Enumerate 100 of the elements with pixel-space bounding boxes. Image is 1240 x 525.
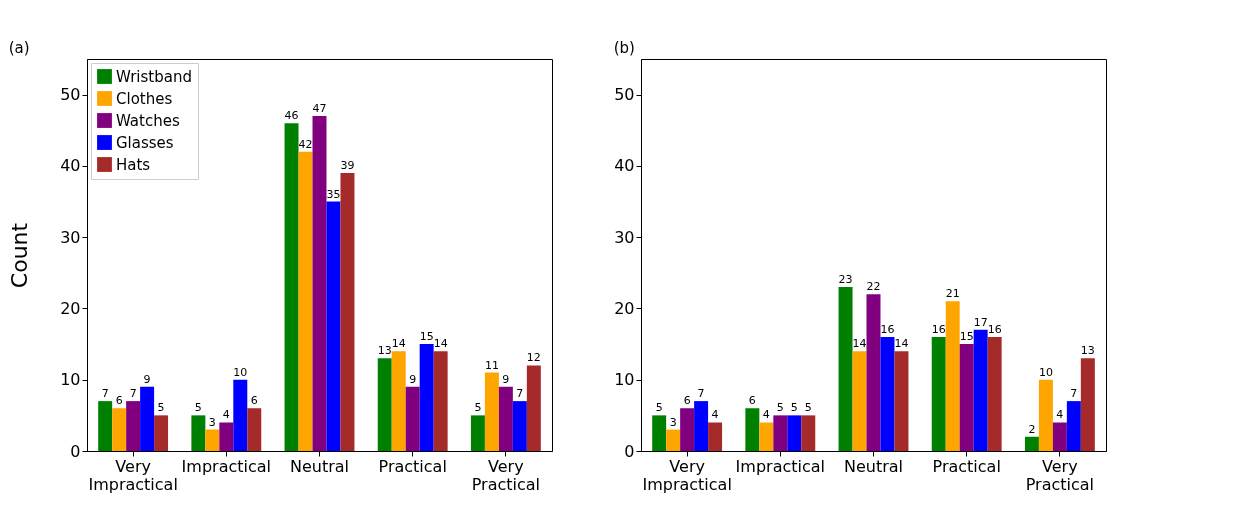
data-label: 14 (894, 337, 909, 351)
data-label: 9 (502, 372, 510, 386)
data-label: 5 (157, 401, 165, 415)
data-label: 7 (516, 387, 524, 401)
data-label: 6 (683, 394, 691, 408)
bar (680, 408, 695, 451)
data-label: 6 (748, 394, 756, 408)
bar (298, 151, 313, 451)
bar (419, 344, 434, 451)
data-label: 5 (776, 401, 784, 415)
data-label: 3 (669, 415, 677, 429)
data-label: 3 (208, 415, 216, 429)
bar (894, 351, 909, 451)
data-label: 16 (931, 322, 946, 336)
bar (233, 379, 248, 451)
bar (391, 351, 406, 451)
bar (1038, 379, 1053, 451)
legend-label: Wristband (116, 67, 192, 86)
y-tick-label: 50 (614, 85, 635, 105)
bar (512, 401, 527, 451)
data-label: 7 (1070, 387, 1078, 401)
bar (498, 386, 513, 451)
y-tick-label: 50 (60, 85, 81, 105)
x-tick-label: Impractical (735, 456, 826, 476)
bar (433, 351, 448, 451)
bar (405, 386, 420, 451)
y-tick-label: 20 (60, 298, 81, 318)
data-label: 15 (959, 330, 974, 344)
bar (987, 336, 1002, 451)
bar (773, 415, 788, 451)
bar (1080, 358, 1095, 451)
bar (694, 401, 709, 451)
data-label: 17 (973, 315, 988, 329)
chart-title: (a) (8, 39, 30, 57)
x-tick-label: Impractical (181, 456, 272, 476)
data-label: 39 (340, 159, 355, 173)
data-label: 7 (101, 387, 109, 401)
bar (126, 401, 141, 451)
data-label: 10 (233, 365, 248, 379)
legend-label: Glasses (116, 133, 174, 152)
x-tick-label: Very Impractical (88, 456, 178, 494)
bar (1024, 436, 1039, 451)
data-label: 7 (697, 387, 705, 401)
bar (838, 287, 853, 451)
x-tick-label: Very Practical (471, 456, 541, 494)
bar (112, 408, 127, 451)
data-label: 5 (790, 401, 798, 415)
bar (312, 116, 327, 451)
data-label: 23 (838, 273, 853, 287)
bar (284, 123, 299, 451)
data-label: 16 (987, 322, 1002, 336)
bar (801, 415, 816, 451)
x-tick-label: Very Practical (1025, 456, 1095, 494)
x-tick-label: Very Impractical (642, 456, 732, 494)
bar (880, 336, 895, 451)
y-axis-title: Count (7, 222, 33, 289)
bar (484, 372, 499, 451)
bar (666, 429, 681, 451)
x-tick-label: Practical (932, 456, 1001, 476)
data-label: 5 (804, 401, 812, 415)
bar (247, 408, 262, 451)
data-label: 21 (945, 287, 960, 301)
data-label: 42 (298, 137, 313, 151)
bar (745, 408, 760, 451)
data-label: 4 (222, 408, 230, 422)
data-label: 9 (143, 372, 151, 386)
bar (945, 301, 960, 451)
legend-label: Watches (116, 111, 180, 130)
data-label: 14 (852, 337, 867, 351)
data-label: 4 (711, 408, 719, 422)
data-label: 6 (250, 394, 258, 408)
data-label: 35 (326, 187, 341, 201)
bar (140, 386, 155, 451)
data-label: 14 (391, 337, 406, 351)
bar (652, 415, 667, 451)
y-tick-label: 40 (60, 156, 81, 176)
bar (787, 415, 802, 451)
data-label: 46 (284, 109, 299, 123)
bar (526, 365, 541, 451)
bar (708, 422, 723, 451)
data-label: 13 (377, 344, 392, 358)
data-label: 22 (866, 280, 881, 294)
bar (340, 173, 355, 451)
data-label: 15 (419, 330, 434, 344)
y-tick-label: 10 (60, 370, 81, 390)
data-label: 9 (409, 372, 417, 386)
legend-label: Hats (116, 155, 151, 174)
bar (377, 358, 392, 451)
data-label: 47 (312, 102, 327, 116)
data-label: 16 (880, 322, 895, 336)
bar (852, 351, 867, 451)
y-tick-label: 0 (624, 441, 635, 461)
data-label: 11 (484, 358, 499, 372)
x-tick-label: Neutral (289, 456, 350, 476)
bar (866, 294, 881, 451)
x-tick-label: Neutral (843, 456, 904, 476)
y-tick-label: 30 (614, 227, 635, 247)
data-label: 14 (433, 337, 448, 351)
data-label: 10 (1038, 365, 1053, 379)
y-tick-label: 20 (614, 298, 635, 318)
